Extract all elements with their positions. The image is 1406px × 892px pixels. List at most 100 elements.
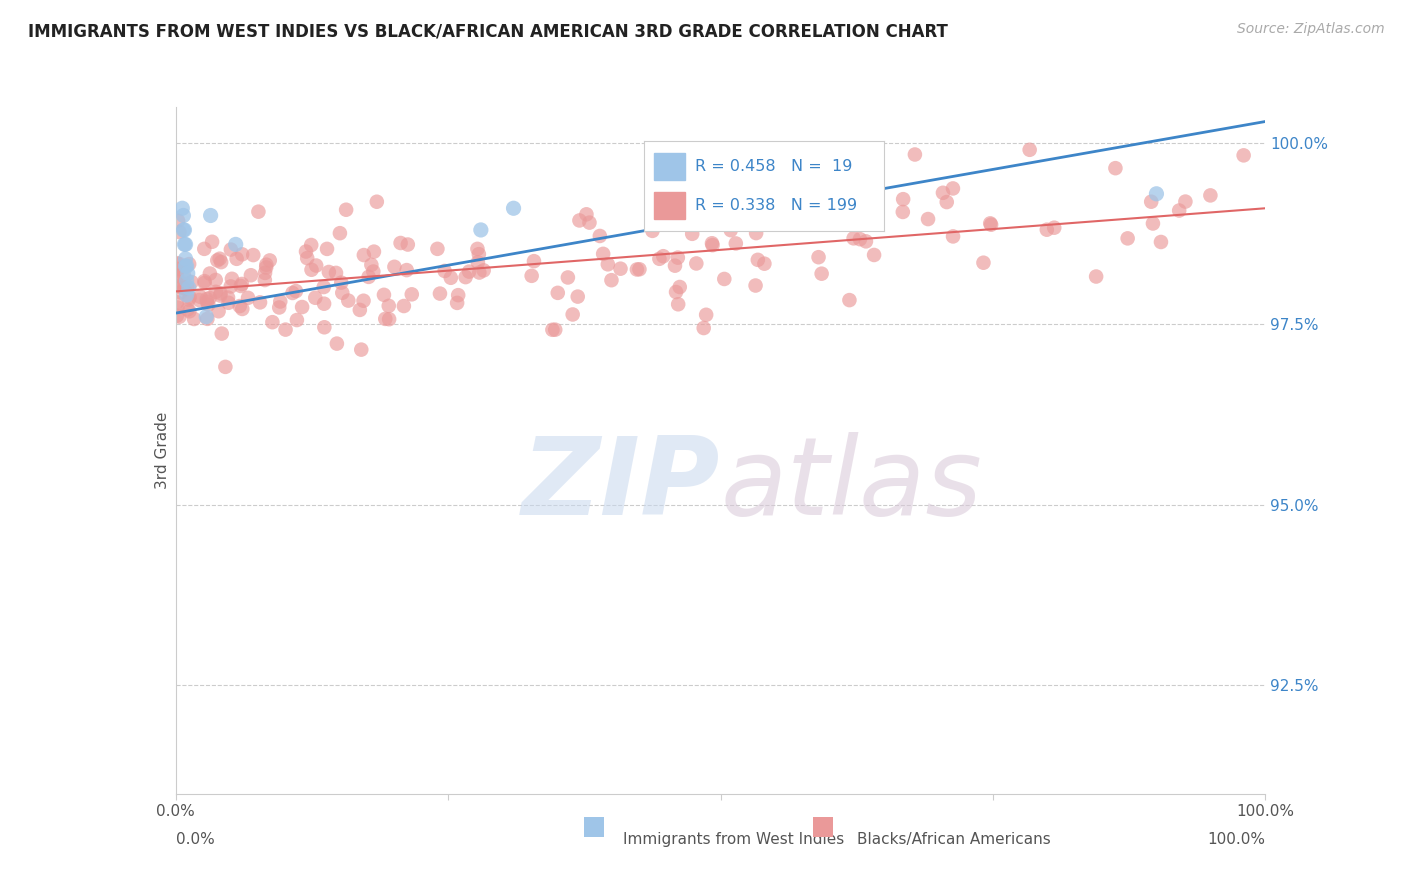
Point bbox=[467, 242, 489, 256]
Point bbox=[378, 312, 401, 326]
Point bbox=[891, 192, 914, 206]
Point bbox=[177, 293, 200, 307]
Point bbox=[567, 290, 589, 304]
Text: R = 0.458   N =  19: R = 0.458 N = 19 bbox=[695, 159, 852, 174]
Text: Immigrants from West Indies: Immigrants from West Indies bbox=[623, 831, 844, 847]
Point bbox=[166, 269, 188, 284]
Point bbox=[891, 205, 914, 219]
Point bbox=[209, 255, 232, 269]
Point bbox=[201, 235, 224, 249]
Point bbox=[578, 216, 600, 230]
Point bbox=[209, 288, 232, 302]
Point bbox=[214, 359, 236, 374]
Point bbox=[745, 226, 768, 240]
Point bbox=[568, 213, 591, 227]
Point bbox=[195, 310, 218, 324]
Point bbox=[198, 267, 221, 281]
Point bbox=[863, 248, 886, 262]
Point bbox=[209, 286, 232, 301]
Point bbox=[195, 292, 218, 306]
Point bbox=[470, 223, 492, 237]
Point bbox=[468, 247, 491, 261]
Point bbox=[197, 298, 219, 312]
Point bbox=[972, 256, 994, 270]
Point bbox=[253, 273, 276, 287]
Point bbox=[520, 268, 543, 283]
Point bbox=[700, 236, 723, 251]
Point bbox=[641, 224, 664, 238]
Point bbox=[166, 309, 188, 323]
Point bbox=[1233, 148, 1256, 162]
Point bbox=[454, 270, 477, 285]
Point bbox=[523, 254, 546, 268]
Point bbox=[193, 242, 215, 256]
Point bbox=[723, 218, 745, 232]
Point bbox=[229, 299, 252, 313]
Point bbox=[172, 223, 194, 237]
Point bbox=[254, 258, 277, 272]
Point bbox=[363, 264, 385, 278]
Point bbox=[544, 323, 567, 337]
Point bbox=[337, 293, 360, 308]
Point bbox=[838, 293, 860, 307]
Point bbox=[592, 247, 614, 261]
Point bbox=[314, 296, 336, 310]
Point bbox=[1104, 161, 1126, 176]
Point bbox=[166, 256, 188, 270]
Point bbox=[702, 238, 724, 252]
Point bbox=[231, 247, 253, 261]
Point bbox=[231, 301, 253, 316]
Point bbox=[167, 257, 190, 271]
Point bbox=[204, 285, 226, 299]
Point bbox=[166, 301, 188, 315]
Point bbox=[917, 212, 939, 227]
Point bbox=[744, 278, 766, 293]
Point bbox=[685, 256, 707, 270]
Point bbox=[353, 293, 375, 308]
Point bbox=[349, 302, 371, 317]
Point bbox=[664, 259, 686, 273]
Point bbox=[547, 285, 569, 300]
Point bbox=[269, 294, 291, 309]
Point bbox=[373, 288, 395, 302]
Point bbox=[312, 280, 335, 294]
Point bbox=[842, 231, 865, 245]
Point bbox=[198, 291, 221, 305]
Point bbox=[225, 252, 247, 266]
Point bbox=[557, 270, 579, 285]
Point bbox=[426, 242, 449, 256]
Point bbox=[458, 264, 481, 278]
Point bbox=[179, 257, 201, 271]
Point bbox=[904, 147, 927, 161]
Point bbox=[254, 260, 277, 275]
Point bbox=[219, 243, 242, 257]
Point bbox=[249, 295, 271, 310]
Point bbox=[259, 253, 281, 268]
Point bbox=[472, 263, 495, 277]
Point bbox=[747, 252, 769, 267]
Point bbox=[295, 251, 318, 265]
Point bbox=[229, 279, 252, 293]
Point bbox=[366, 194, 388, 209]
Point bbox=[172, 281, 194, 295]
Point bbox=[1043, 220, 1066, 235]
Point bbox=[174, 259, 197, 273]
Point bbox=[208, 252, 231, 266]
Point bbox=[596, 257, 619, 271]
Point bbox=[600, 273, 623, 287]
Point bbox=[1168, 203, 1191, 218]
Point bbox=[561, 308, 583, 322]
Point bbox=[440, 270, 463, 285]
Point bbox=[713, 272, 735, 286]
Point bbox=[695, 308, 717, 322]
Text: 0.0%: 0.0% bbox=[176, 831, 215, 847]
Point bbox=[316, 242, 339, 256]
Point bbox=[318, 265, 340, 279]
Point bbox=[1199, 188, 1222, 202]
Point bbox=[433, 264, 456, 278]
Point bbox=[254, 266, 277, 280]
Point bbox=[239, 268, 262, 283]
Point bbox=[172, 209, 194, 223]
Point bbox=[935, 195, 957, 210]
Point bbox=[207, 304, 229, 318]
